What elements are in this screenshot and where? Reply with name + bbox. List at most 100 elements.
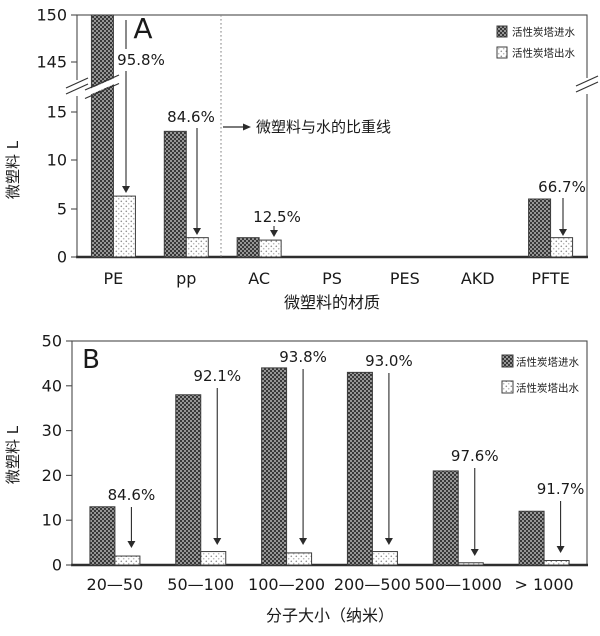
reduction-annotation-PFTE: 66.7% xyxy=(538,178,586,236)
x-category-label: PS xyxy=(322,269,342,288)
divider-annotation-label: 微塑料与水的比重线 xyxy=(256,118,391,136)
y-axis-title: 微塑料 L xyxy=(4,140,22,199)
legend-swatch-inlet-icon xyxy=(501,354,514,368)
arrowhead-icon xyxy=(299,538,308,545)
bar-outlet-200—500 xyxy=(371,551,398,566)
percent-label: 12.5% xyxy=(253,208,301,226)
reduction-annotation-100—200: 93.8% xyxy=(279,348,327,545)
divider-annotation: 微塑料与水的比重线 xyxy=(223,118,391,136)
x-axis-title: 分子大小（纳米） xyxy=(266,606,394,625)
x-category-label: > 1000 xyxy=(514,575,573,594)
arrowhead-icon xyxy=(122,186,130,193)
arrowhead-icon xyxy=(384,538,393,545)
x-category-label: 100—200 xyxy=(248,575,325,594)
bar-inlet-50—100 xyxy=(175,394,202,566)
y-axis-title: 微塑料 L xyxy=(4,425,22,484)
legend-swatch-inlet-icon xyxy=(496,25,508,38)
percent-label: 95.8% xyxy=(117,51,165,69)
arrowhead-icon xyxy=(270,230,278,237)
legend-swatch-outlet-icon xyxy=(496,46,508,59)
x-category-label: pp xyxy=(176,269,196,288)
bar-inlet-PFTE xyxy=(528,198,552,258)
bar-inlet-20—50 xyxy=(89,506,116,566)
axis-break-slash xyxy=(65,83,89,95)
bar-outlet-pp xyxy=(185,237,209,258)
axis-break-gap xyxy=(581,78,593,94)
y-tick-label: 0 xyxy=(52,556,62,575)
bar-outlet-AC xyxy=(258,239,282,258)
x-category-label: 50—100 xyxy=(167,575,234,594)
bar-break-gap xyxy=(85,76,119,97)
arrow-right-icon xyxy=(243,123,251,131)
percent-label: 92.1% xyxy=(193,367,241,385)
reduction-annotation-20—50: 84.6% xyxy=(108,486,156,548)
bar-inlet-PE xyxy=(90,14,114,258)
legend-label-inlet: 活性炭塔进水 xyxy=(516,356,579,369)
x-category-label: 20—50 xyxy=(87,575,144,594)
legend-label-outlet: 活性炭塔出水 xyxy=(512,47,575,60)
y-tick-label: 145 xyxy=(36,53,67,72)
percent-label: 97.6% xyxy=(451,447,499,465)
bar-inlet-200—500 xyxy=(346,371,373,566)
bar-outlet-20—50 xyxy=(114,555,141,566)
reduction-annotation-pp: 84.6% xyxy=(167,108,215,235)
bar-inlet-pp xyxy=(163,130,187,258)
axis-break-slash xyxy=(575,75,599,87)
arrowhead-icon xyxy=(193,228,201,235)
bar-inlet-AC xyxy=(236,237,260,258)
percent-label: 91.7% xyxy=(537,480,585,498)
panel-b: 50 40 30 20 10 0 微塑料 L 84.6% 92.1% 93.8% 93.0% 97.6… xyxy=(4,332,588,625)
axis-break-gap xyxy=(71,80,83,96)
x-category-label: PE xyxy=(104,269,124,288)
x-category-label: AC xyxy=(248,269,270,288)
y-tick-label: 0 xyxy=(57,248,67,267)
arrowhead-icon xyxy=(556,546,565,553)
percent-label: 93.0% xyxy=(365,352,413,370)
arrowhead-icon xyxy=(559,229,567,236)
bar-inlet-500—1000 xyxy=(432,470,459,566)
reduction-annotation-> 1000: 91.7% xyxy=(537,480,585,553)
percent-label: 66.7% xyxy=(538,178,586,196)
bar-break xyxy=(84,74,120,100)
axis-break-slash xyxy=(65,77,89,89)
bar-outlet-50—100 xyxy=(200,551,227,566)
percent-label: 84.6% xyxy=(167,108,215,126)
legend-label-inlet: 活性炭塔进水 xyxy=(512,26,575,39)
x-category-label: PFTE xyxy=(531,269,569,288)
reduction-annotation-AC: 12.5% xyxy=(253,208,301,237)
arrowhead-icon xyxy=(127,541,136,548)
x-category-label: PES xyxy=(390,269,420,288)
arrowhead-icon xyxy=(213,538,222,545)
bar-outlet-PFTE xyxy=(550,237,574,258)
y-tick-label: 15 xyxy=(47,103,67,122)
reduction-annotation-PE: 95.8% xyxy=(117,20,165,193)
reduction-annotation-500—1000: 97.6% xyxy=(451,447,499,556)
reduction-annotation-200—500: 93.0% xyxy=(365,352,413,545)
y-tick-label: 20 xyxy=(42,466,62,485)
arrowhead-icon xyxy=(470,549,479,556)
y-tick-label: 40 xyxy=(42,376,62,395)
reduction-annotation-50—100: 92.1% xyxy=(193,367,241,545)
y-tick-label: 5 xyxy=(57,200,67,219)
panel-a: 150 145 15 10 5 0 微塑料 L 95.8% 84.6% 12.5% 66.7% 微塑料… xyxy=(4,6,599,312)
y-tick-label: 10 xyxy=(42,511,62,530)
bar-outlet-100—200 xyxy=(286,552,313,566)
x-category-label: 500—1000 xyxy=(415,575,502,594)
legend-swatch-outlet-icon xyxy=(501,380,514,394)
axis-break-slash xyxy=(575,81,599,93)
y-tick-label: 150 xyxy=(36,6,67,25)
bar-break-slash xyxy=(84,74,120,91)
x-category-label: AKD xyxy=(461,269,495,288)
y-tick-label: 50 xyxy=(42,332,62,351)
x-category-label: 200—500 xyxy=(334,575,411,594)
y-tick-label: 30 xyxy=(42,421,62,440)
percent-label: 93.8% xyxy=(279,348,327,366)
x-axis-title: 微塑料的材质 xyxy=(284,293,380,312)
percent-label: 84.6% xyxy=(108,486,156,504)
bar-break-slash xyxy=(84,82,120,100)
bar-inlet-> 1000 xyxy=(518,510,545,566)
